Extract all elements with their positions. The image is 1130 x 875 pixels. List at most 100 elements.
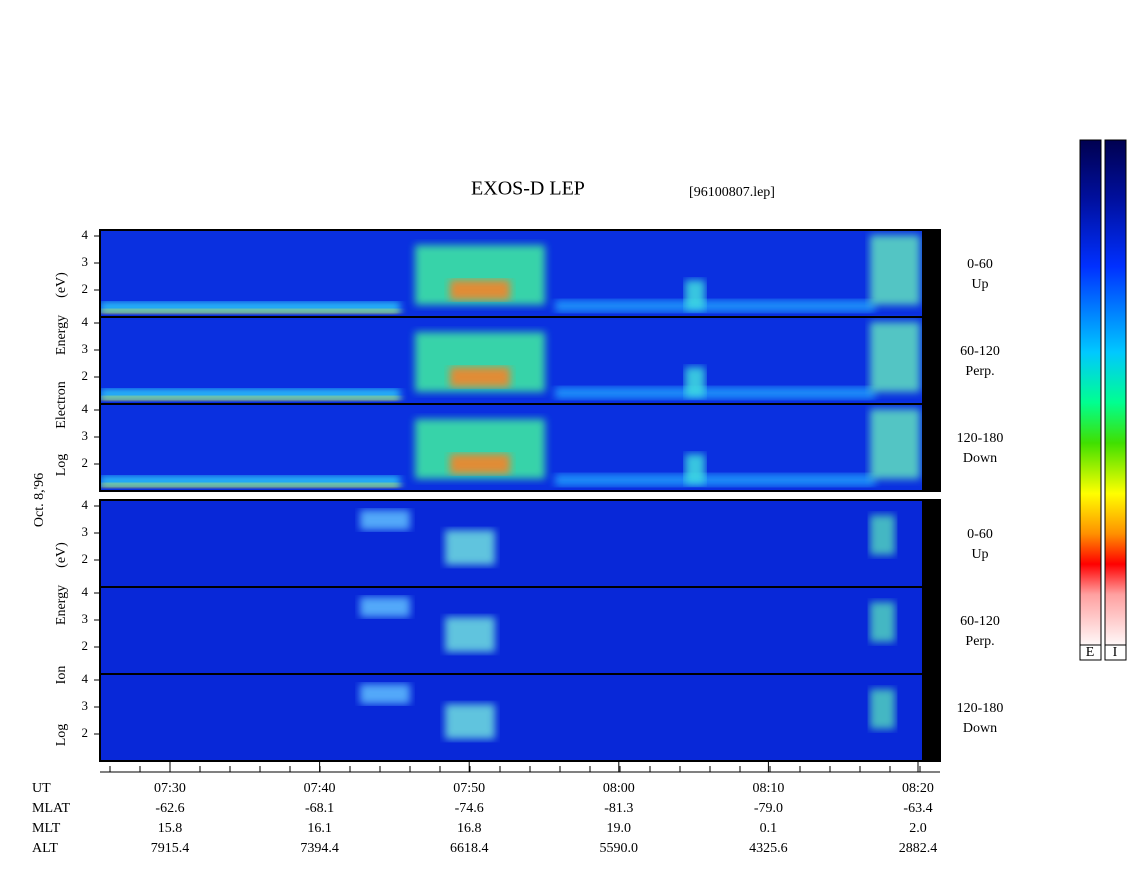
spectrogram-blob — [100, 476, 400, 486]
spectrogram-blob — [100, 302, 400, 312]
row-label: ALT — [32, 841, 58, 856]
time-value: 15.8 — [158, 821, 183, 836]
time-value: 08:00 — [603, 781, 635, 796]
y-axis-label: Log — [54, 454, 69, 477]
spectrogram-blob — [555, 300, 875, 312]
y-axis-label: Ion — [54, 666, 69, 685]
time-value: 5590.0 — [600, 841, 639, 856]
time-value: 08:20 — [902, 781, 934, 796]
spectrogram-blob — [360, 510, 410, 530]
y-tick-label: 4 — [82, 671, 89, 686]
time-value: -62.6 — [155, 801, 184, 816]
y-tick-label: 4 — [82, 401, 89, 416]
panel-direction: Down — [963, 451, 997, 466]
y-tick-label: 3 — [82, 524, 89, 539]
y-tick-label: 3 — [82, 611, 89, 626]
spectrogram — [100, 230, 922, 491]
spectrogram-blob — [445, 617, 495, 652]
spectrogram-blob — [685, 454, 705, 484]
y-tick-label: 3 — [82, 341, 89, 356]
time-value: 07:40 — [304, 781, 336, 796]
time-value: -63.4 — [903, 801, 932, 816]
spectrogram-blob — [870, 235, 920, 305]
spectrogram-blob — [555, 474, 875, 486]
y-axis-label: (eV) — [54, 542, 69, 568]
time-value: 16.1 — [307, 821, 332, 836]
spectrogram-blob — [360, 684, 410, 704]
y-tick-label: 2 — [82, 551, 89, 566]
y-tick-label: 2 — [82, 281, 89, 296]
colorbar-label: I — [1113, 645, 1118, 660]
y-tick-label: 4 — [82, 497, 89, 512]
colorbar-label-box — [1079, 644, 1102, 661]
spectrogram-blob — [685, 367, 705, 397]
time-value: 2.0 — [909, 821, 927, 836]
y-axis-label: Energy — [54, 315, 69, 355]
y-axis-label: Energy — [54, 585, 69, 625]
time-value: 16.8 — [457, 821, 482, 836]
spectrogram-blob — [870, 602, 895, 642]
spectrogram-blob — [445, 704, 495, 739]
spectrogram — [100, 500, 922, 761]
spectrogram-blob — [555, 387, 875, 399]
panel-angle: 0-60 — [967, 527, 993, 542]
black-strip — [922, 500, 940, 761]
time-value: 6618.4 — [450, 841, 489, 856]
spectrogram-blob — [100, 396, 400, 401]
time-value: 7394.4 — [300, 841, 339, 856]
panel-angle: 120-180 — [957, 701, 1004, 716]
time-value: -68.1 — [305, 801, 334, 816]
spectrogram-blob — [450, 454, 510, 474]
y-tick-label: 2 — [82, 368, 89, 383]
panel-direction: Perp. — [965, 364, 994, 379]
spectrogram-blob — [360, 597, 410, 617]
spectrogram-blob — [445, 530, 495, 565]
panel-direction: Up — [971, 547, 988, 562]
spectrogram-blob — [100, 309, 400, 314]
spectrogram-bg — [100, 500, 922, 761]
y-tick-label: 3 — [82, 698, 89, 713]
time-value: 2882.4 — [899, 841, 938, 856]
row-label: MLAT — [32, 801, 71, 816]
y-axis-label: Log — [54, 724, 69, 747]
y-tick-label: 2 — [82, 455, 89, 470]
y-tick-label: 4 — [82, 314, 89, 329]
spectrogram-blob — [870, 515, 895, 555]
time-value: 19.0 — [607, 821, 632, 836]
spectrogram-blob — [870, 409, 920, 479]
time-value: 07:50 — [453, 781, 485, 796]
panel-direction: Perp. — [965, 634, 994, 649]
spectrogram-blob — [870, 322, 920, 392]
spectrogram-blob — [100, 389, 400, 399]
time-value: -79.0 — [754, 801, 783, 816]
y-tick-label: 4 — [82, 584, 89, 599]
spectrogram-blob — [100, 483, 400, 488]
time-value: 0.1 — [760, 821, 778, 836]
panel-direction: Up — [971, 277, 988, 292]
y-axis-label: Electron — [54, 381, 69, 428]
time-value: 07:30 — [154, 781, 186, 796]
row-label: MLT — [32, 821, 61, 836]
y-tick-label: 2 — [82, 725, 89, 740]
panel-angle: 60-120 — [960, 614, 1000, 629]
panel-angle: 120-180 — [957, 431, 1004, 446]
y-tick-label: 3 — [82, 254, 89, 269]
spectrogram-blob — [450, 280, 510, 300]
panel-angle: 0-60 — [967, 257, 993, 272]
colorbar-label-box — [1104, 644, 1127, 661]
panel-frame — [99, 673, 941, 762]
time-value: -74.6 — [455, 801, 484, 816]
time-value: 7915.4 — [151, 841, 190, 856]
time-value: -81.3 — [604, 801, 633, 816]
file-name: [96100807.lep] — [689, 185, 775, 200]
spectrogram-blob — [870, 689, 895, 729]
spectrogram-blob — [450, 367, 510, 387]
y-tick-label: 3 — [82, 428, 89, 443]
y-axis-label: (eV) — [54, 272, 69, 298]
y-tick-label: 4 — [82, 227, 89, 242]
row-label: UT — [32, 781, 51, 796]
colorbar — [1079, 139, 1102, 646]
panel-direction: Down — [963, 721, 997, 736]
colorbar — [1104, 139, 1127, 646]
